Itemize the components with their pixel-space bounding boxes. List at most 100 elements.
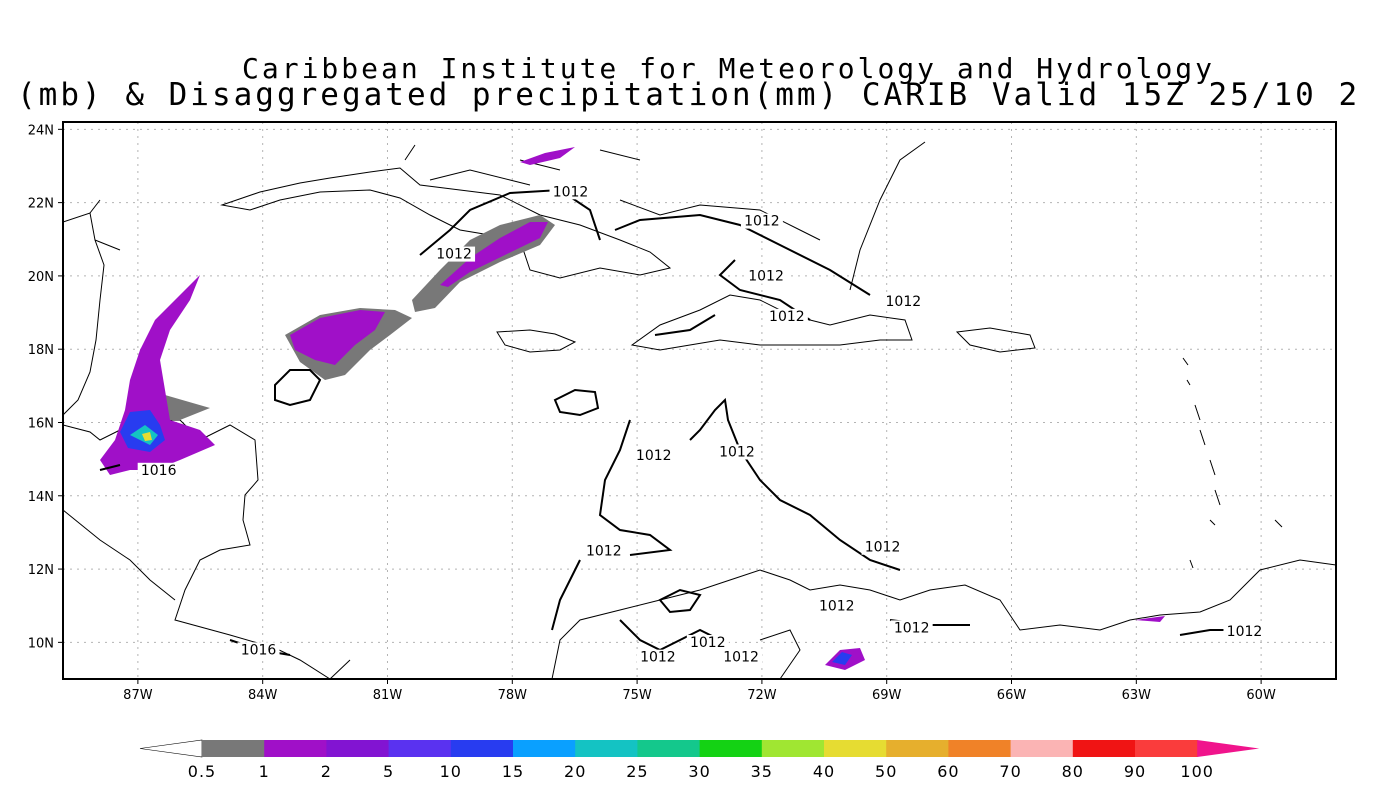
- colorbar-swatch: [637, 740, 701, 757]
- lat-tick-label: 22N: [28, 197, 54, 212]
- colorbar-swatch: [1072, 740, 1136, 757]
- lon-tick-label: 87W: [123, 688, 153, 703]
- precip-purple-cuba: [440, 222, 548, 287]
- isobar-closed-loop-central: [553, 388, 600, 417]
- colorbar-swatch: [575, 740, 638, 757]
- colorbar-over-arrow: [1197, 740, 1260, 757]
- isobar-label-bg: [715, 444, 758, 460]
- isobar-label: 1012: [719, 444, 755, 460]
- chart-title-line2: (mb) & Disaggregated precipitation(mm) C…: [17, 77, 1361, 113]
- colorbar: 0.5 1 2 5 10 15 20 25 30 35 40 50 60 70 80 90 100: [139, 739, 1260, 781]
- florida-keys: [404, 144, 531, 186]
- precip-blue-venezuela: [832, 652, 852, 665]
- isobar-label-bg: [745, 268, 788, 284]
- isobar-label-bg: [433, 246, 476, 262]
- isobar-label: 1012: [636, 448, 672, 464]
- lon-tick-label: 60W: [1246, 688, 1276, 703]
- lat-tick-label: 10N: [28, 636, 54, 651]
- colorbar-label: 50: [875, 762, 897, 781]
- longitude-labels: 87W 84W 81W 78W 75W 72W 69W 66W 63W 60W: [123, 679, 1276, 703]
- colorbar-label: 35: [751, 762, 773, 781]
- colorbar-label: 2: [321, 762, 332, 781]
- colorbar-label: 40: [813, 762, 835, 781]
- isobar-label: 1012: [894, 620, 930, 636]
- colorbar-swatch: [202, 740, 265, 757]
- isobar-loop-south: [658, 588, 702, 614]
- colorbar-label: 25: [626, 762, 648, 781]
- map-frame: [62, 121, 1337, 680]
- isobar-label: 1016: [241, 642, 277, 658]
- precip-purple-north: [520, 147, 575, 165]
- lat-tick-label: 14N: [28, 490, 54, 505]
- colorbar-label: 15: [502, 762, 524, 781]
- lake-maracaibo: [759, 629, 801, 679]
- colorbar-swatch: [761, 740, 825, 757]
- isobar-label: 1012: [886, 294, 922, 310]
- isobar-label-bg: [237, 642, 280, 658]
- isobar-label: 1012: [586, 543, 622, 559]
- isobar-label-bg: [686, 635, 729, 651]
- isobar-label-bg: [632, 448, 675, 464]
- isobar-label-bg: [636, 649, 679, 665]
- hispaniola-coast: [630, 294, 913, 351]
- colorbar-under-arrow: [139, 739, 203, 758]
- isobar-label: 1012: [769, 309, 805, 325]
- isobar-label-bg: [765, 308, 808, 324]
- isobar-label: 1016: [141, 463, 177, 479]
- isobar-label-bg: [861, 539, 904, 555]
- colorbar-label: 60: [937, 762, 959, 781]
- colorbar-swatch: [264, 740, 327, 757]
- precipitation-shading: [100, 147, 1165, 670]
- isobar-label-bg: [137, 462, 180, 478]
- latitude-labels: 24N 22N 20N 18N 16N 14N 12N 10N: [28, 123, 63, 651]
- east-us-coast: [849, 141, 926, 291]
- colorbar-swatch: [388, 740, 452, 757]
- precip-yellow-honduras: [142, 432, 152, 441]
- lon-tick-label: 84W: [248, 688, 278, 703]
- colorbar-swatch: [824, 740, 887, 757]
- colorbar-label: 5: [383, 762, 394, 781]
- colorbar-swatch: [886, 740, 949, 757]
- colorbar-swatch: [1010, 740, 1074, 757]
- yucatan-coast: [89, 199, 121, 251]
- precip-purple-trinidad: [1135, 616, 1165, 622]
- colorbar-label: 1: [259, 762, 270, 781]
- isobar-label: 1012: [553, 184, 589, 200]
- colorbar-swatch: [326, 740, 390, 757]
- isobar-label-bg: [740, 213, 783, 229]
- isobar-label-bg: [549, 184, 592, 200]
- colorbar-label: 20: [564, 762, 586, 781]
- colorbar-swatch: [513, 740, 576, 757]
- isobar-label: 1012: [723, 650, 759, 666]
- colorbar-swatch: [450, 740, 514, 757]
- isobar-1012-caribbean: [419, 188, 901, 631]
- isobar-label: 1012: [865, 540, 901, 556]
- isobar-label: 1012: [1227, 624, 1263, 640]
- colorbar-swatch: [948, 740, 1012, 757]
- isobar-label-bg: [882, 294, 925, 310]
- isobar-label-bg: [720, 649, 763, 665]
- isobar-label-bg: [1223, 624, 1266, 640]
- chart-title-line1: Caribbean Institute for Meteorology and …: [242, 52, 1216, 85]
- isobar-label-bg: [582, 543, 625, 559]
- isobar-label: 1012: [640, 650, 676, 666]
- lon-tick-label: 81W: [373, 688, 403, 703]
- isobar-label: 1012: [748, 269, 784, 285]
- colorbar-label: 80: [1062, 762, 1084, 781]
- lon-tick-label: 66W: [997, 688, 1027, 703]
- lat-tick-label: 16N: [28, 416, 54, 431]
- colorbar-label: 30: [688, 762, 710, 781]
- colorbar-swatch: [699, 740, 763, 757]
- isobar-label: 1012: [436, 247, 472, 263]
- puerto-rico-coast: [955, 327, 1036, 353]
- south-america-coast: [329, 559, 1336, 679]
- isobar-label: 1012: [690, 635, 726, 651]
- lat-tick-label: 12N: [28, 563, 54, 578]
- isobar-label-bg: [815, 598, 858, 614]
- colorbar-label: 0.5: [188, 762, 216, 781]
- isobar-label: 1012: [744, 214, 780, 230]
- colorbar-label: 100: [1180, 762, 1214, 781]
- colorbar-label: 90: [1124, 762, 1146, 781]
